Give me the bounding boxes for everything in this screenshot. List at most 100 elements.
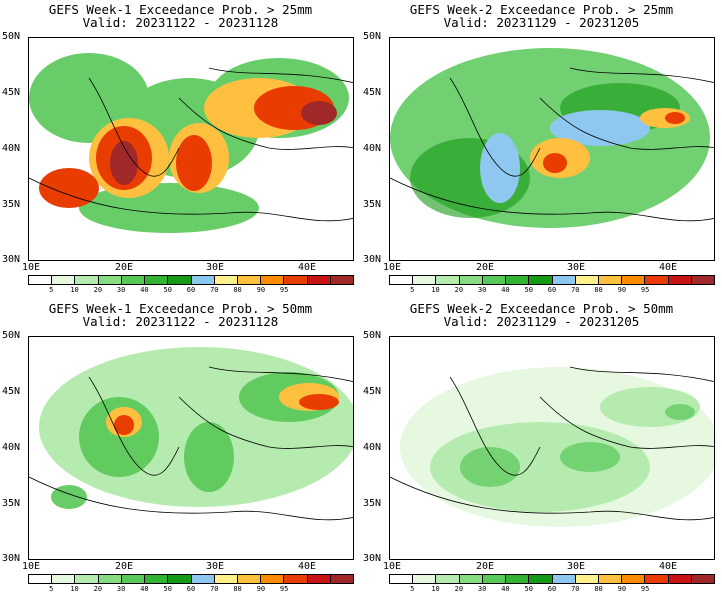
lat-label: 30N <box>363 254 382 265</box>
colorbar-tick-label: 95 <box>279 286 289 294</box>
colorbar-tick-label: 95 <box>279 585 289 593</box>
colorbar-swatch <box>390 575 414 583</box>
colorbar-tick-label: 20 <box>454 286 464 294</box>
colorbar-tick-label: 40 <box>501 585 510 593</box>
colorbar-swatch <box>622 575 646 583</box>
colorbar-swatch <box>261 276 285 284</box>
colorbar-tick-label: 50 <box>163 585 172 593</box>
colorbar-tick-label: 70 <box>210 286 219 294</box>
lat-label: 45N <box>2 386 21 397</box>
lat-label: 30N <box>2 553 21 564</box>
colorbar-tick-label: 60 <box>186 585 196 593</box>
colorbar-tick-label: 20 <box>93 286 103 294</box>
colorbar-tick-label: 70 <box>571 286 580 294</box>
lat-label: 50N <box>363 330 382 341</box>
map-panel-week1-50mm: GEFS Week-1 Exceedance Prob. > 50mm Vali… <box>0 299 361 598</box>
colorbar-tick-label: 80 <box>594 585 603 593</box>
colorbar <box>28 574 354 584</box>
colorbar-swatch <box>237 575 262 583</box>
colorbar-tick-label: 5 <box>49 286 54 294</box>
probability-map <box>389 336 715 560</box>
colorbar-tick-label: 10 <box>70 585 79 593</box>
lon-label: 20E <box>115 561 134 572</box>
lat-label: 40N <box>2 442 21 453</box>
colorbar-swatch <box>330 575 354 583</box>
colorbar-tick-label: 10 <box>431 585 440 593</box>
lon-label: 10E <box>383 262 402 273</box>
lon-label: 10E <box>22 561 41 572</box>
colorbar-swatch <box>459 276 483 284</box>
colorbar-swatch <box>168 575 192 583</box>
lat-label: 35N <box>2 199 21 210</box>
colorbar-swatch <box>645 575 669 583</box>
colorbar-tick-label: 60 <box>547 585 557 593</box>
panel-title: GEFS Week-1 Exceedance Prob. > 25mm <box>48 2 313 17</box>
colorbar <box>28 275 354 285</box>
colorbar-tick-label: 80 <box>233 585 242 593</box>
lat-label: 50N <box>2 31 21 42</box>
colorbar-swatch <box>145 575 169 583</box>
colorbar-tick-label: 95 <box>640 286 650 294</box>
colorbar-tick-label: 60 <box>547 286 557 294</box>
colorbar-swatch <box>645 276 669 284</box>
panel-valid-dates: Valid: 20231122 - 20231128 <box>82 15 279 30</box>
colorbar-swatch <box>436 575 460 583</box>
panel-valid-dates: Valid: 20231129 - 20231205 <box>443 15 640 30</box>
colorbar-swatch <box>52 575 76 583</box>
colorbar-swatch <box>284 276 308 284</box>
colorbar-swatch <box>529 276 553 284</box>
colorbar-tick-label: 80 <box>594 286 603 294</box>
lat-label: 45N <box>363 87 382 98</box>
colorbar-tick-label: 70 <box>210 585 219 593</box>
colorbar-swatch <box>622 276 646 284</box>
colorbar-swatch <box>307 575 331 583</box>
colorbar-swatch <box>506 276 530 284</box>
colorbar-swatch <box>307 276 331 284</box>
colorbar-swatch <box>575 575 599 583</box>
colorbar-tick-label: 50 <box>163 286 172 294</box>
colorbar-tick-label: 5 <box>410 585 415 593</box>
colorbar-tick-label: 20 <box>454 585 464 593</box>
panel-valid-dates: Valid: 20231122 - 20231128 <box>82 314 279 329</box>
colorbar-swatch <box>237 276 262 284</box>
lon-label: 20E <box>115 262 134 273</box>
colorbar-swatch <box>29 575 53 583</box>
colorbar-swatch <box>168 276 192 284</box>
lon-label: 10E <box>383 561 402 572</box>
lat-label: 45N <box>2 87 21 98</box>
colorbar-swatch <box>413 276 437 284</box>
map-panel-week2-50mm: GEFS Week-2 Exceedance Prob. > 50mm Vali… <box>361 299 722 598</box>
colorbar-swatch <box>214 276 238 284</box>
lat-label: 40N <box>363 143 382 154</box>
colorbar-swatch <box>691 575 715 583</box>
lon-label: 40E <box>659 262 678 273</box>
colorbar-swatch <box>214 575 238 583</box>
colorbar-tick-label: 60 <box>186 286 196 294</box>
lat-label: 35N <box>363 498 382 509</box>
lon-label: 30E <box>206 561 225 572</box>
colorbar-tick-label: 50 <box>524 585 533 593</box>
colorbar-swatch <box>552 276 576 284</box>
lon-label: 10E <box>22 262 41 273</box>
panel-title: GEFS Week-1 Exceedance Prob. > 50mm <box>48 301 313 316</box>
lat-label: 40N <box>363 442 382 453</box>
map-panel-week2-25mm: GEFS Week-2 Exceedance Prob. > 25mm Vali… <box>361 0 722 299</box>
colorbar-swatch <box>75 575 99 583</box>
colorbar-tick-label: 30 <box>477 286 487 294</box>
colorbar-tick-label: 80 <box>233 286 242 294</box>
colorbar-swatch <box>121 276 146 284</box>
colorbar-tick-label: 95 <box>640 585 650 593</box>
colorbar-swatch <box>482 276 507 284</box>
colorbar-swatch <box>98 276 122 284</box>
colorbar-tick-label: 5 <box>410 286 415 294</box>
colorbar-swatch <box>482 575 507 583</box>
colorbar-swatch <box>598 575 623 583</box>
colorbar-swatch <box>436 276 460 284</box>
lon-label: 40E <box>298 561 317 572</box>
colorbar-swatch <box>75 276 99 284</box>
colorbar-tick-label: 40 <box>501 286 510 294</box>
lat-label: 35N <box>363 199 382 210</box>
colorbar-swatch <box>691 276 715 284</box>
colorbar-swatch <box>552 575 576 583</box>
colorbar-swatch <box>459 575 483 583</box>
